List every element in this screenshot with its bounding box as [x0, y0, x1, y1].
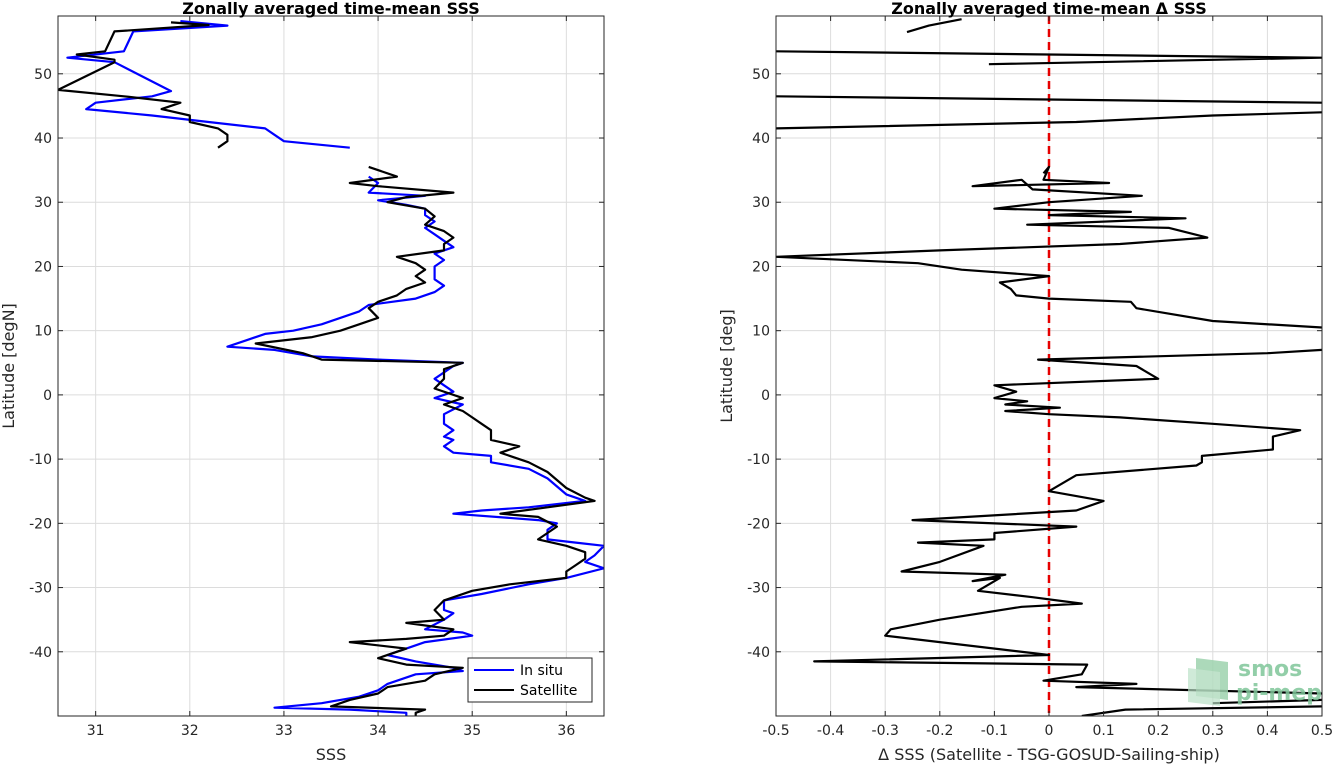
- y-tick-label: -40: [747, 645, 770, 661]
- x-tick-label: 0.3: [1202, 723, 1224, 739]
- y-tick-label: -30: [747, 581, 770, 597]
- x-tick-label: 31: [87, 723, 105, 739]
- y-tick-label: -40: [29, 645, 52, 661]
- left-series-line-satellite: [58, 21, 596, 716]
- x-tick-label: 36: [557, 723, 575, 739]
- y-tick-label: 10: [752, 324, 770, 340]
- y-tick-label: 50: [752, 67, 770, 83]
- y-tick-label: 30: [752, 195, 770, 211]
- right-panel: -0.5 -0.4 -0.3 -0.2 -0.1 0 0.1 0.2 0.3 0.4 0.5 50 40…: [717, 0, 1333, 764]
- left-chart-title: Zonally averaged time-mean SSS: [182, 0, 480, 18]
- x-tick-label: 0.4: [1256, 723, 1278, 739]
- y-tick-label: 20: [34, 259, 52, 275]
- left-series-line-in-situ: [66, 20, 604, 716]
- y-tick-label: 30: [34, 195, 52, 211]
- x-tick-label: 33: [275, 723, 293, 739]
- left-panel: 31 32 33 34 35 36 50 40 30 20 10 0 -10 -20 -30 -40 Zonal…: [0, 0, 605, 764]
- x-tick-label: -0.4: [817, 723, 844, 739]
- y-tick-label: -20: [29, 516, 52, 532]
- right-x-axis-label: Δ SSS (Satellite - TSG-GOSUD-Sailing-shi…: [878, 745, 1220, 764]
- legend-in-situ-label: In situ: [520, 663, 563, 679]
- right-series-line-0: [776, 18, 1322, 716]
- x-tick-label: 0.1: [1092, 723, 1114, 739]
- y-tick-label: 40: [752, 131, 770, 147]
- x-tick-label: -0.3: [872, 723, 899, 739]
- left-y-axis-label: Latitude [degN]: [0, 303, 18, 429]
- y-tick-label: 40: [34, 131, 52, 147]
- x-tick-label: 0: [1045, 723, 1054, 739]
- y-tick-label: -30: [29, 581, 52, 597]
- y-tick-label: 0: [761, 388, 770, 404]
- legend: In situ Satellite: [467, 657, 593, 703]
- x-tick-label: 0.5: [1311, 723, 1333, 739]
- y-tick-label: -10: [747, 452, 770, 468]
- y-tick-label: -20: [747, 516, 770, 532]
- logo-text-pi-mep: pi-mep: [1236, 681, 1322, 706]
- y-tick-label: 20: [752, 259, 770, 275]
- right-y-axis-label: Latitude [deg]: [717, 309, 736, 423]
- x-tick-label: 34: [369, 723, 387, 739]
- x-tick-label: -0.2: [926, 723, 953, 739]
- x-tick-label: -0.5: [762, 723, 789, 739]
- x-tick-label: -0.1: [981, 723, 1008, 739]
- logo-text-smos: smos: [1238, 657, 1302, 682]
- x-tick-label: 0.2: [1147, 723, 1169, 739]
- x-tick-label: 35: [463, 723, 481, 739]
- smos-pi-mep-logo: smos pi-mep: [1188, 657, 1322, 706]
- y-tick-label: 0: [43, 388, 52, 404]
- y-tick-label: -10: [29, 452, 52, 468]
- right-chart-title: Zonally averaged time-mean Δ SSS: [891, 0, 1207, 18]
- axes-frame: [57, 15, 605, 717]
- y-tick-label: 10: [34, 324, 52, 340]
- left-x-axis-label: SSS: [316, 745, 346, 764]
- plot-area: [58, 16, 604, 716]
- x-tick-label: 32: [181, 723, 199, 739]
- y-tick-label: 50: [34, 67, 52, 83]
- legend-satellite-label: Satellite: [520, 683, 577, 699]
